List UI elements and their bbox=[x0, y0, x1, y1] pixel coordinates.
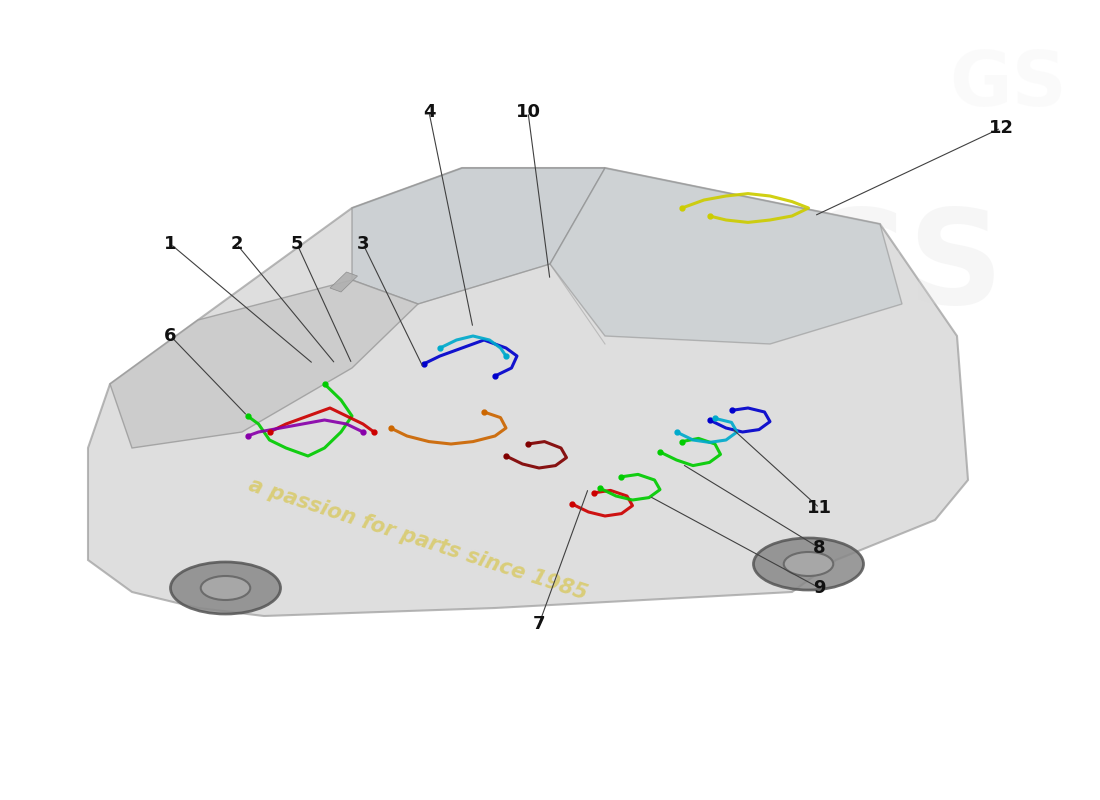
Text: 4: 4 bbox=[422, 103, 436, 121]
Text: 10: 10 bbox=[516, 103, 540, 121]
Text: 6: 6 bbox=[164, 327, 177, 345]
Text: GS: GS bbox=[949, 48, 1067, 122]
Ellipse shape bbox=[754, 538, 864, 590]
Text: 11: 11 bbox=[807, 499, 832, 517]
Polygon shape bbox=[550, 168, 902, 344]
Text: 2: 2 bbox=[230, 235, 243, 253]
Ellipse shape bbox=[170, 562, 280, 614]
Ellipse shape bbox=[200, 576, 251, 600]
Text: 12: 12 bbox=[989, 119, 1013, 137]
Ellipse shape bbox=[783, 552, 834, 576]
Polygon shape bbox=[110, 280, 418, 448]
Polygon shape bbox=[330, 272, 358, 292]
Text: 8: 8 bbox=[813, 539, 826, 557]
Text: a passion for parts since 1985: a passion for parts since 1985 bbox=[246, 475, 590, 604]
Polygon shape bbox=[88, 168, 968, 616]
Text: 9: 9 bbox=[813, 579, 826, 597]
Text: 7: 7 bbox=[532, 615, 546, 633]
Text: GS: GS bbox=[801, 204, 1003, 331]
Polygon shape bbox=[352, 168, 605, 304]
Text: 3: 3 bbox=[356, 235, 370, 253]
Text: 1: 1 bbox=[164, 235, 177, 253]
Text: 5: 5 bbox=[290, 235, 304, 253]
